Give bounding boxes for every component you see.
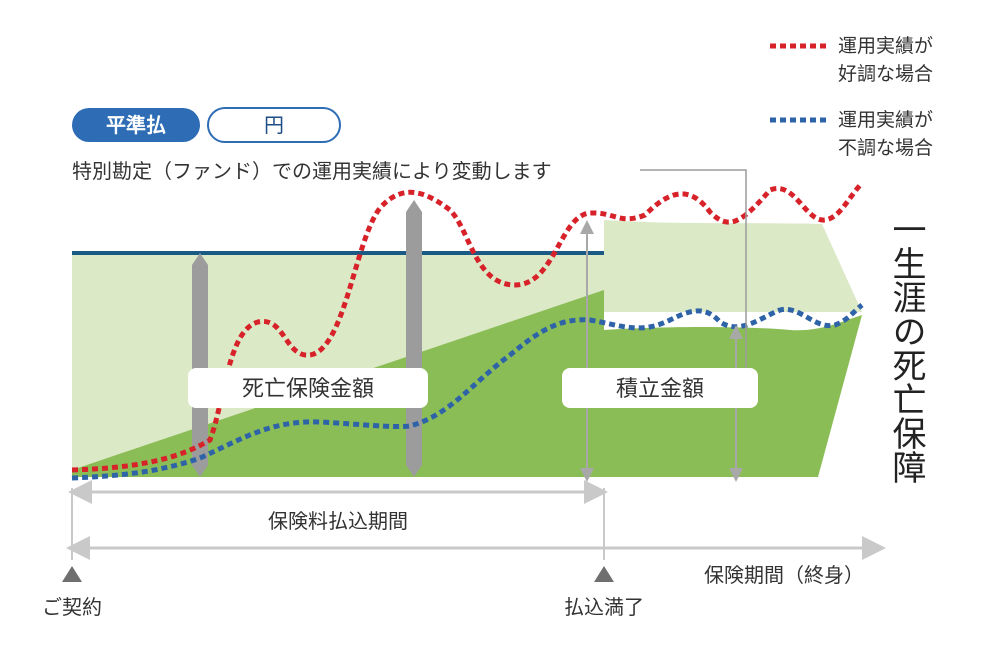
poor-performance-line (71, 303, 864, 481)
death-benefit-bar-2 (406, 200, 422, 477)
variability-note: 特別勘定（ファンド）での運用実績により変動します (72, 159, 552, 183)
death-benefit-label: 死亡保険金額 (242, 377, 374, 402)
premium-period-label: 保険料払込期間 (268, 509, 408, 533)
legend-bad-line2: 不調な場合 (838, 137, 933, 159)
lifetime-death-label: 一生涯の死亡保障 (886, 212, 926, 484)
payment-type-badge (72, 108, 200, 142)
payment-complete-marker-icon (594, 566, 614, 582)
contract-label: ご契約 (42, 595, 102, 619)
coverage-period-label: 保険期間（終身） (704, 563, 864, 587)
legend-good-line2: 好調な場合 (838, 63, 933, 85)
currency-text: 円 (264, 113, 284, 137)
contract-marker-icon (62, 566, 82, 582)
death-benefit-label-box (188, 368, 428, 408)
currency-badge (207, 107, 341, 143)
death-benefit-bar-1 (192, 253, 208, 477)
reserve-label: 積立金額 (616, 377, 704, 402)
reserve-label-box (562, 368, 758, 408)
legend-good-line1: 運用実績が (838, 35, 933, 57)
note-leader-line (640, 169, 747, 400)
legend-bad-line1: 運用実績が (838, 109, 933, 131)
payment-type-text: 平準払 (106, 113, 166, 137)
payment-complete-label: 払込満了 (564, 595, 644, 619)
upper-growth-area (604, 220, 862, 312)
good-performance-line (71, 181, 864, 473)
